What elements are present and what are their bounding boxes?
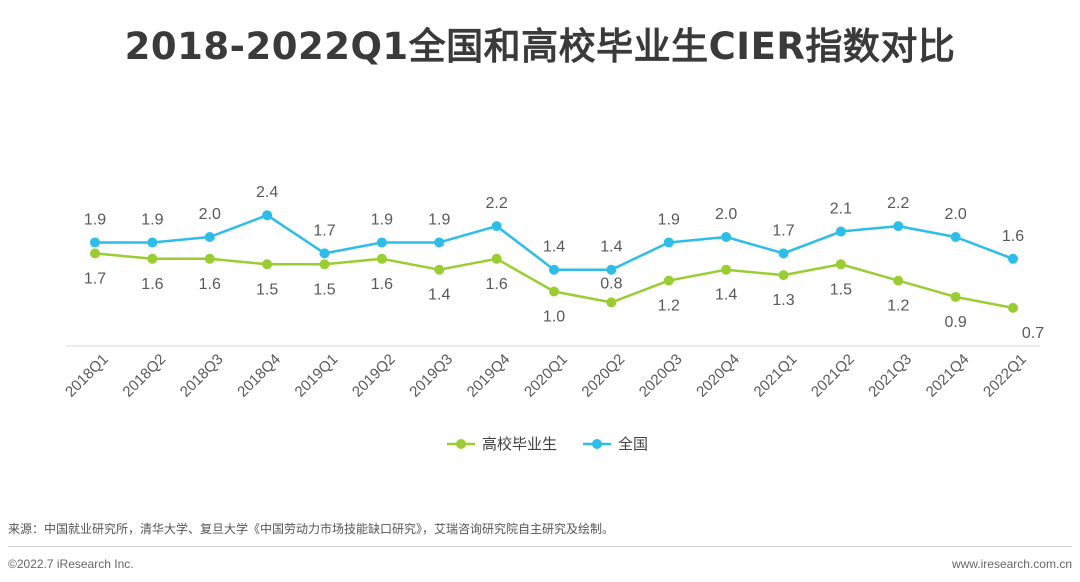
data-label: 1.4 xyxy=(543,239,565,256)
data-point xyxy=(204,253,215,264)
data-label: 1.6 xyxy=(371,276,393,293)
data-label: 1.6 xyxy=(141,276,163,293)
data-point xyxy=(204,232,215,242)
data-point xyxy=(319,259,330,270)
source-note: 来源：中国就业研究所，清华大学、复旦大学《中国劳动力市场技能缺口研究》，艾瑞咨询… xyxy=(8,522,615,536)
data-point xyxy=(950,232,961,242)
data-label: 2.0 xyxy=(715,206,737,223)
data-point xyxy=(1008,302,1018,313)
data-point xyxy=(950,291,961,302)
data-point xyxy=(721,264,732,275)
data-label: 1.7 xyxy=(84,270,106,287)
data-label: 2.0 xyxy=(945,206,967,223)
data-label: 1.7 xyxy=(313,222,335,239)
data-point xyxy=(835,226,846,237)
x-tick-label: 2020Q4 xyxy=(693,351,743,401)
data-label: 1.4 xyxy=(600,239,622,256)
data-label: 2.2 xyxy=(486,195,508,212)
x-tick-label: 2018Q4 xyxy=(234,351,284,401)
x-tick-label: 2019Q4 xyxy=(464,351,514,401)
data-point xyxy=(606,297,617,308)
data-point xyxy=(721,232,732,242)
data-point xyxy=(835,259,846,270)
data-label: 1.5 xyxy=(830,281,852,298)
data-label: 1.6 xyxy=(1002,228,1024,245)
x-tick-label: 2018Q3 xyxy=(177,351,227,401)
data-label: 0.7 xyxy=(1022,325,1044,342)
x-tick-label: 2018Q2 xyxy=(119,351,169,401)
data-point xyxy=(376,253,387,264)
series-line xyxy=(94,252,1014,310)
data-label: 1.9 xyxy=(141,211,163,228)
data-point xyxy=(147,253,158,264)
data-label: 1.2 xyxy=(658,298,680,315)
data-label: 2.0 xyxy=(199,206,221,223)
data-label: 0.9 xyxy=(945,314,967,331)
data-label: 1.6 xyxy=(199,276,221,293)
data-point xyxy=(491,221,502,232)
data-point xyxy=(434,264,445,275)
legend-label: 全国 xyxy=(618,435,648,453)
data-point xyxy=(778,248,789,259)
x-tick-label: 2019Q1 xyxy=(292,351,342,401)
data-label: 1.7 xyxy=(772,222,794,239)
x-tick-label: 2021Q2 xyxy=(808,351,858,401)
data-point xyxy=(90,248,100,259)
line-chart: 2018Q1 2018Q2 2018Q3 2018Q4 2019Q1 2019Q2 2019… xyxy=(62,184,1044,453)
legend-marker xyxy=(592,439,602,449)
data-label: 2.1 xyxy=(830,201,852,218)
legend-label: 高校毕业生 xyxy=(482,435,557,453)
x-tick-label: 2018Q1 xyxy=(62,351,112,401)
data-point xyxy=(549,264,559,275)
data-point xyxy=(663,237,674,248)
data-label: 1.9 xyxy=(428,211,450,228)
data-label: 1.2 xyxy=(887,298,909,315)
data-point xyxy=(376,237,387,248)
data-label: 2.4 xyxy=(256,184,278,201)
data-point xyxy=(549,286,559,297)
data-label: 1.5 xyxy=(256,281,278,298)
x-tick-label: 2022Q1 xyxy=(980,351,1030,401)
data-label: 1.9 xyxy=(84,211,106,228)
data-label: 1.3 xyxy=(772,292,794,309)
x-tick-label: 2020Q3 xyxy=(636,351,686,401)
data-point xyxy=(90,237,100,248)
footer-divider xyxy=(8,546,1072,547)
data-label: 0.8 xyxy=(600,275,622,292)
data-point xyxy=(778,270,789,281)
data-point xyxy=(893,221,904,232)
data-label: 1.6 xyxy=(486,276,508,293)
x-tick-label: 2019Q2 xyxy=(349,351,399,401)
data-point xyxy=(893,275,904,286)
data-label: 1.0 xyxy=(543,309,565,326)
copyright: ©2022.7 iResearch Inc. xyxy=(8,557,134,571)
data-point xyxy=(434,237,445,248)
data-point xyxy=(606,264,617,275)
data-point xyxy=(663,275,674,286)
x-tick-label: 2021Q1 xyxy=(751,351,801,401)
x-tick-label: 2019Q3 xyxy=(406,351,456,401)
x-tick-label: 2020Q2 xyxy=(578,351,628,401)
data-point xyxy=(491,253,502,264)
data-point xyxy=(147,237,158,248)
data-label: 1.9 xyxy=(658,211,680,228)
data-point xyxy=(1008,253,1018,264)
data-point xyxy=(262,259,273,270)
data-label: 1.4 xyxy=(715,287,737,304)
x-tick-label: 2020Q1 xyxy=(521,351,571,401)
data-label: 2.2 xyxy=(887,195,909,212)
data-point xyxy=(319,248,330,259)
chart-title: 2018-2022Q1全国和高校毕业生CIER指数对比 xyxy=(124,25,956,68)
data-label: 1.9 xyxy=(371,211,393,228)
x-tick-label: 2021Q3 xyxy=(865,351,915,401)
data-label: 1.4 xyxy=(428,287,450,304)
x-tick-label: 2021Q4 xyxy=(923,351,973,401)
website: www.iresearch.com.cn xyxy=(951,557,1072,571)
legend-marker xyxy=(456,439,466,449)
data-point xyxy=(262,210,273,221)
data-label: 1.5 xyxy=(313,281,335,298)
